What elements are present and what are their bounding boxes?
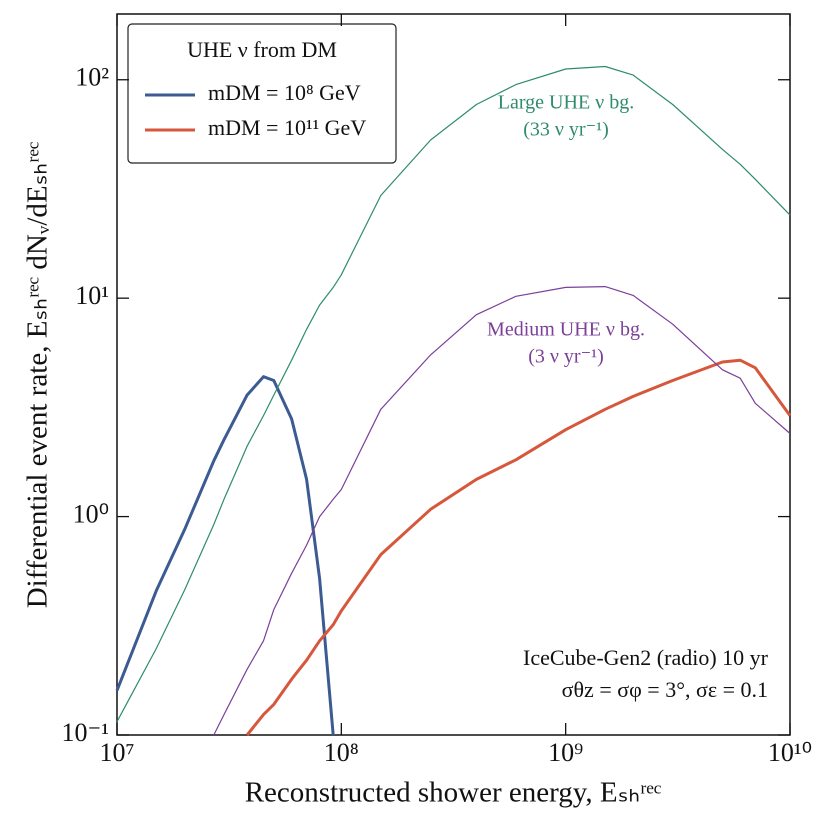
x-tick-label: 10⁷ xyxy=(99,738,134,767)
y-tick-label: 10² xyxy=(75,63,109,92)
x-tick-label: 10⁹ xyxy=(548,738,583,767)
annotation: (3 ν yr⁻¹) xyxy=(528,346,604,368)
series-line xyxy=(116,65,791,722)
y-tick-label: 10⁰ xyxy=(73,500,109,529)
legend-box xyxy=(127,23,397,164)
series-line xyxy=(245,358,792,736)
y-axis-label: Differential event rate, Eₛₕʳᵉᶜ dNᵥ/dEₛₕ… xyxy=(22,142,54,609)
x-axis-label: Reconstructed shower energy, Eₛₕʳᵉᶜ xyxy=(245,777,662,809)
annotation: IceCube-Gen2 (radio) 10 yr xyxy=(523,645,769,670)
legend-label: mDM = 10⁸ GeV xyxy=(208,80,361,105)
x-tick-label: 10⁸ xyxy=(324,738,359,767)
y-tick-label: 10¹ xyxy=(75,281,109,310)
x-tick-label: 10¹⁰ xyxy=(768,738,812,767)
plot-frame xyxy=(116,13,791,736)
series-label: Large UHE ν bg. xyxy=(498,92,634,114)
annotation: (33 ν yr⁻¹) xyxy=(523,119,609,141)
y-tick-label: 10⁻¹ xyxy=(61,718,109,747)
series-label: Medium UHE ν bg. xyxy=(487,319,645,341)
series-line xyxy=(213,286,791,736)
series-line xyxy=(115,375,335,736)
legend-label: mDM = 10¹¹ GeV xyxy=(208,115,366,140)
annotation: σθz = σφ = 3°, σε = 0.1 xyxy=(562,677,768,702)
legend-title: UHE ν from DM xyxy=(187,37,337,62)
